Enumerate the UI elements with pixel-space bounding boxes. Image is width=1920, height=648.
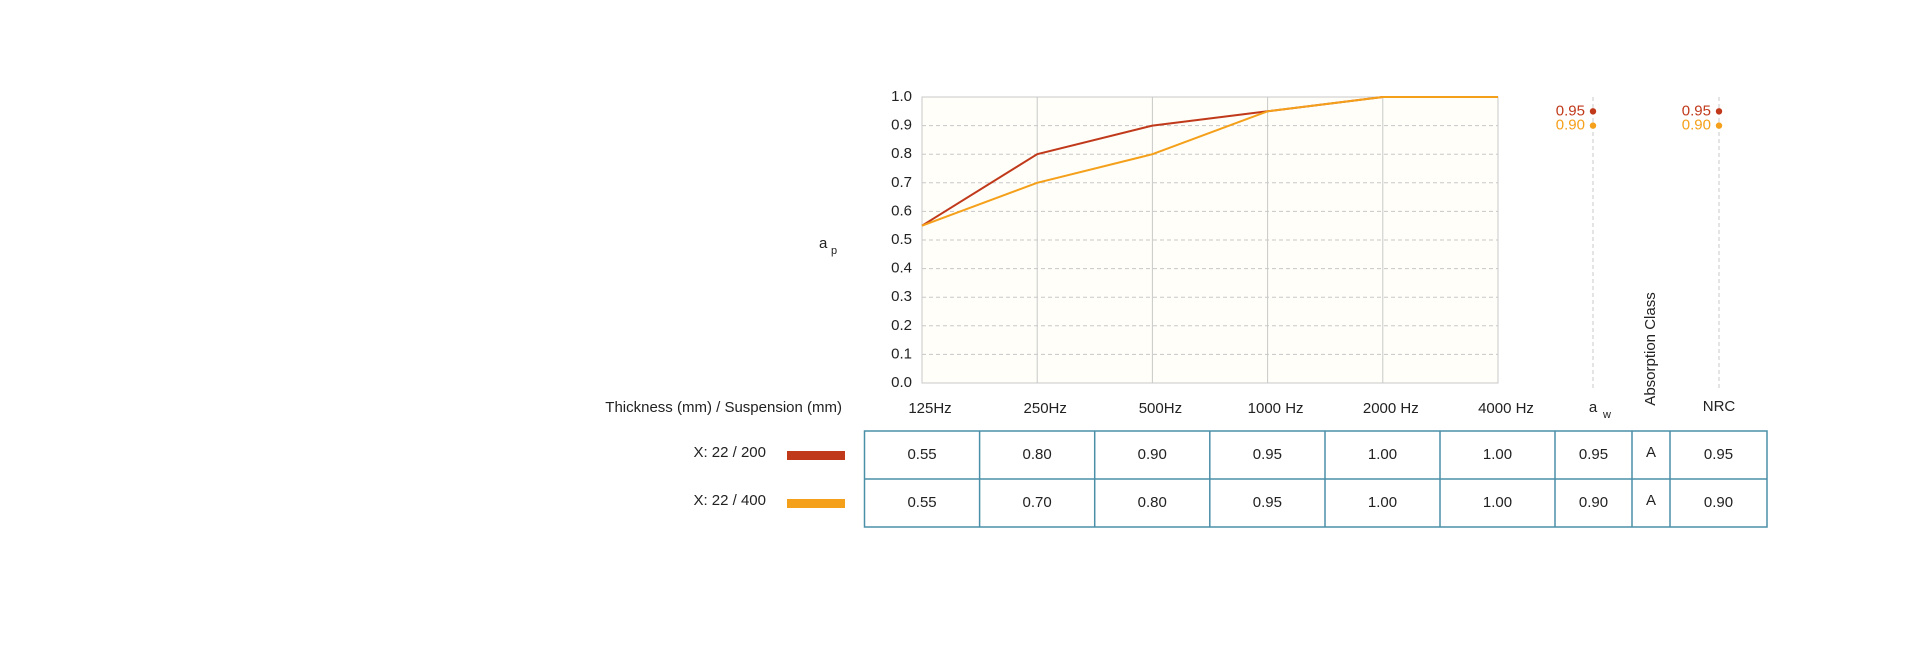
y-tick-label: 0.9 — [891, 117, 912, 134]
table-cell: 0.70 — [1023, 494, 1052, 511]
legend-label: X: 22 / 400 — [693, 492, 766, 509]
table-cell: 0.55 — [907, 494, 936, 511]
table-cell-aw: 0.95 — [1579, 446, 1608, 463]
aw-marker-label: 0.90 — [1556, 117, 1585, 134]
y-tick-label: 0.4 — [891, 260, 912, 277]
table-cell-aw: 0.90 — [1579, 494, 1608, 511]
nrc-marker-label: 0.95 — [1682, 102, 1711, 119]
aw-header-sub: w — [1602, 409, 1611, 421]
x-tick-label: 125Hz — [908, 400, 951, 417]
table-cell-nrc: 0.95 — [1704, 446, 1733, 463]
aw-marker — [1589, 122, 1597, 129]
table-cell-class: A — [1646, 444, 1656, 461]
y-tick-label: 0.7 — [891, 174, 912, 191]
y-tick-label: 0.5 — [891, 231, 912, 248]
nrc-marker — [1715, 122, 1723, 129]
y-tick-label: 0.3 — [891, 288, 912, 305]
legend-swatch — [787, 499, 845, 508]
table-cell: 1.00 — [1483, 446, 1512, 463]
table-cell: 1.00 — [1483, 494, 1512, 511]
table-cell: 0.80 — [1023, 446, 1052, 463]
table-cell-class: A — [1646, 492, 1656, 509]
x-tick-label: 4000 Hz — [1478, 400, 1534, 417]
aw-marker — [1589, 108, 1597, 115]
class-header: Absorption Class — [1642, 292, 1659, 405]
x-tick-label: 250Hz — [1024, 400, 1067, 417]
x-tick-label: 500Hz — [1139, 400, 1182, 417]
table-cell: 0.95 — [1253, 446, 1282, 463]
x-tick-label: 2000 Hz — [1363, 400, 1419, 417]
legend-swatch — [787, 451, 845, 460]
table-cell: 0.55 — [907, 446, 936, 463]
table-cell: 0.95 — [1253, 494, 1282, 511]
table-cell: 1.00 — [1368, 494, 1397, 511]
x-tick-label: 1000 Hz — [1248, 400, 1304, 417]
y-tick-label: 0.2 — [891, 317, 912, 334]
y-axis-label-sub: p — [831, 245, 837, 257]
y-tick-label: 0.1 — [891, 345, 912, 362]
y-tick-label: 0.0 — [891, 374, 912, 391]
legend-label: X: 22 / 200 — [693, 444, 766, 461]
row-header: Thickness (mm) / Suspension (mm) — [605, 399, 842, 416]
aw-header: a — [1589, 399, 1598, 416]
y-tick-label: 0.8 — [891, 145, 912, 162]
y-tick-label: 0.6 — [891, 202, 912, 219]
nrc-header: NRC — [1703, 398, 1736, 415]
y-axis-label: a — [819, 235, 828, 252]
table-cell-nrc: 0.90 — [1704, 494, 1733, 511]
y-tick-label: 1.0 — [891, 88, 912, 105]
aw-marker-label: 0.95 — [1556, 102, 1585, 119]
table-cell: 0.80 — [1138, 494, 1167, 511]
nrc-marker — [1715, 108, 1723, 115]
nrc-marker-label: 0.90 — [1682, 117, 1711, 134]
table-cell: 0.90 — [1138, 446, 1167, 463]
table-cell: 1.00 — [1368, 446, 1397, 463]
series-line — [921, 96, 1498, 227]
